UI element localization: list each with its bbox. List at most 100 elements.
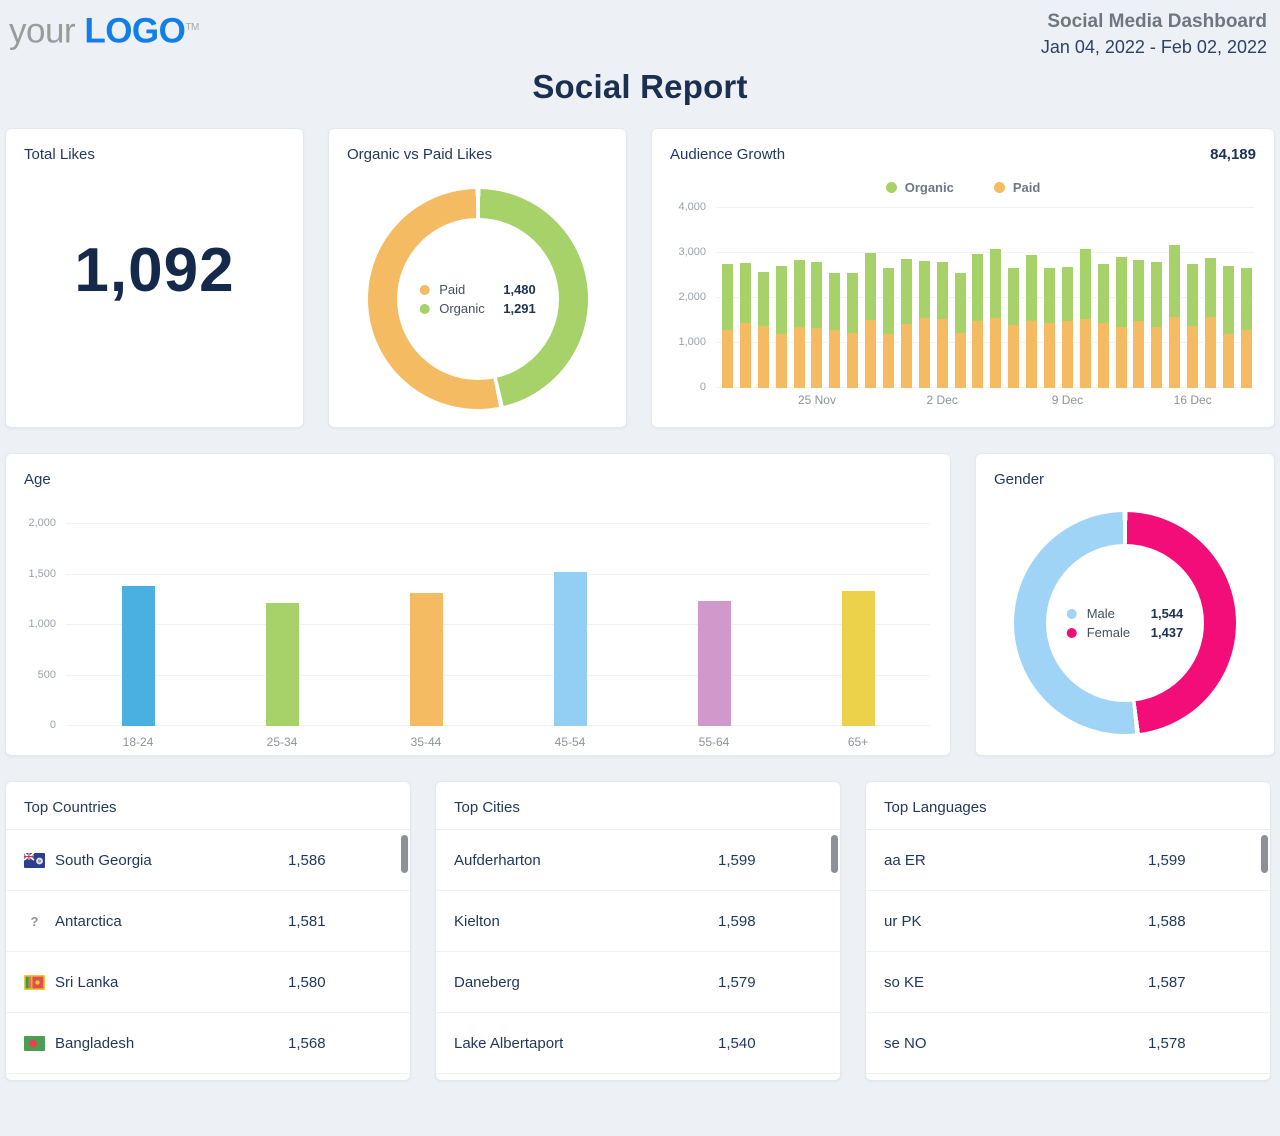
y-axis-tick: 4,000 bbox=[678, 201, 706, 213]
organic-segment bbox=[954, 272, 966, 333]
dashboard-title: Social Media Dashboard bbox=[1047, 11, 1267, 32]
sri-lanka-flag-icon bbox=[24, 974, 45, 990]
stacked-bar bbox=[972, 253, 984, 388]
organic-segment bbox=[1240, 267, 1252, 330]
paid-segment bbox=[793, 327, 805, 388]
audience-growth-title: Audience Growth bbox=[670, 146, 786, 163]
gridline: 1,500 bbox=[28, 568, 930, 580]
gender-title: Gender bbox=[994, 471, 1045, 488]
x-axis-label: 45-54 bbox=[554, 735, 586, 749]
stacked-bar: 16 Dec bbox=[1174, 264, 1212, 407]
list-item-value: 1,580 bbox=[288, 973, 326, 991]
stacked-bar: 9 Dec bbox=[1052, 266, 1083, 407]
list-item: Daneberg 1,579 bbox=[436, 952, 840, 1013]
list-item: so KE 1,587 bbox=[866, 952, 1270, 1013]
top-countries-title: Top Countries bbox=[24, 799, 117, 816]
logo-your-text: your bbox=[9, 11, 76, 51]
legend-value: 1,480 bbox=[503, 282, 536, 297]
paid-segment bbox=[1187, 326, 1199, 388]
age-bar: 35-44 bbox=[409, 592, 443, 749]
list-item-label: se NO bbox=[884, 1034, 927, 1052]
y-axis-tick: 1,500 bbox=[28, 567, 56, 580]
stacked-bar bbox=[883, 267, 895, 388]
age-bar-segment bbox=[265, 603, 299, 726]
stacked-bar: 2 Dec bbox=[927, 262, 958, 407]
logo-word-text: LOGO bbox=[84, 11, 186, 51]
paid-dot-icon bbox=[419, 284, 430, 295]
list-item-label: so KE bbox=[884, 973, 925, 991]
gridline: 500 bbox=[38, 669, 930, 681]
audience-growth-bars: 25 Nov 2 Dec 9 Dec 16 Dec bbox=[722, 208, 1252, 407]
paid-segment bbox=[865, 320, 877, 388]
organic-segment bbox=[1061, 266, 1073, 322]
gridline: 2,000 bbox=[28, 517, 930, 529]
female-dot-icon bbox=[1066, 627, 1077, 638]
organic-segment bbox=[1187, 264, 1199, 327]
legend-label: Organic bbox=[439, 301, 485, 316]
y-axis-tick: 2,000 bbox=[678, 291, 706, 303]
row-3: Top Countries South Georgia 1,586? Antarct… bbox=[5, 781, 1275, 1081]
stacked-bar bbox=[954, 272, 966, 388]
male-dot-icon bbox=[1066, 608, 1077, 619]
age-bar: 45-54 bbox=[553, 571, 587, 749]
stacked-bar bbox=[1205, 257, 1217, 388]
organic-segment bbox=[990, 249, 1002, 319]
divider bbox=[436, 829, 840, 830]
legend-item: Organic bbox=[885, 180, 954, 195]
list-item-label: Kielton bbox=[454, 912, 500, 930]
gender-donut: Male 1,544 Female 1,437 bbox=[1014, 512, 1236, 734]
x-axis-label: 25-34 bbox=[266, 735, 298, 749]
list-item-value: 1,581 bbox=[288, 912, 326, 930]
gridline: 1,000 bbox=[678, 336, 1254, 348]
scrollbar-thumb[interactable] bbox=[401, 835, 408, 873]
list-item-label: Daneberg bbox=[454, 973, 520, 991]
age-plot: 2,000 1,500 1,000 500 0 18-24 25-34 35-44 45-54… bbox=[28, 517, 930, 749]
stacked-bar bbox=[918, 260, 930, 388]
paid-segment bbox=[918, 317, 930, 388]
list-item-value: 1,587 bbox=[1148, 973, 1186, 991]
legend-item: Paid bbox=[993, 180, 1040, 195]
scrollbar-thumb[interactable] bbox=[831, 835, 838, 873]
top-languages-list: aa ER 1,599 ur PK 1,588 so KE 1,587 se NO 1,578 bbox=[866, 830, 1270, 1082]
list-item-label: ur PK bbox=[884, 912, 922, 930]
age-bar: 65+ bbox=[841, 590, 875, 749]
list-item-name: aa ER bbox=[884, 852, 926, 869]
list-item: Sri Lanka 1,580 bbox=[6, 952, 410, 1013]
legend-label: Female bbox=[1086, 625, 1131, 640]
list-item-value: 1,568 bbox=[288, 1034, 326, 1052]
paid-segment bbox=[1205, 317, 1217, 388]
paid-segment bbox=[722, 329, 733, 388]
audience-growth-total: 84,189 bbox=[1210, 146, 1256, 163]
age-bar: 25-34 bbox=[265, 603, 299, 749]
list-item-label: Aufderharton bbox=[454, 851, 541, 869]
top-cities-title: Top Cities bbox=[454, 799, 520, 816]
bangladesh-flag-icon bbox=[24, 1035, 45, 1051]
x-axis-label: 65+ bbox=[847, 735, 869, 749]
organic-segment bbox=[793, 259, 805, 328]
y-axis-tick: 0 bbox=[699, 381, 706, 393]
age-bar-segment bbox=[409, 592, 443, 726]
legend-label: Paid bbox=[439, 282, 466, 297]
legend-item: Organic 1,291 bbox=[419, 301, 536, 316]
age-bar-segment bbox=[553, 571, 587, 726]
audience-growth-card: Audience Growth 84,189 Organic Paid 4,000… bbox=[651, 128, 1275, 428]
list-item: South Georgia 1,586 bbox=[6, 830, 410, 891]
y-axis-tick: 500 bbox=[37, 668, 56, 681]
paid-segment bbox=[1222, 334, 1234, 388]
organic-segment bbox=[847, 273, 859, 333]
list-item-value: 1,578 bbox=[1148, 1034, 1186, 1052]
list-item-label: South Georgia bbox=[55, 851, 152, 869]
x-axis-label: 25 Nov bbox=[797, 393, 836, 407]
total-likes-card: Total Likes 1,092 bbox=[5, 128, 304, 428]
list-item-value: 1,586 bbox=[288, 851, 326, 869]
gridline: 4,000 bbox=[678, 201, 1254, 213]
scrollbar-thumb[interactable] bbox=[1261, 835, 1268, 873]
organic-segment bbox=[1044, 267, 1056, 323]
list-item-name: Daneberg bbox=[454, 974, 520, 991]
y-axis-tick: 0 bbox=[49, 719, 56, 731]
divider bbox=[6, 829, 410, 830]
paid-segment bbox=[936, 318, 948, 388]
age-card: Age 2,000 1,500 1,000 500 0 18-24 25-34 35-44 4… bbox=[5, 453, 951, 756]
list-item-value: 1,540 bbox=[718, 1034, 756, 1052]
unknown-flag-icon: ? bbox=[30, 913, 39, 929]
